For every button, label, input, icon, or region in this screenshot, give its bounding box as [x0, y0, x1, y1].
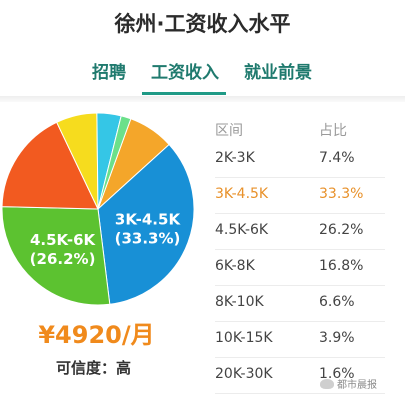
slice-range-label: 4.5K-6K	[30, 231, 97, 249]
tab-bar: 招聘 工资收入 就业前景	[0, 58, 405, 95]
table-row: 20K-30K 1.6%	[215, 358, 385, 394]
range-label: 3K-4.5K	[215, 186, 269, 202]
range-label: 10K-15K	[215, 330, 273, 346]
range-label: 2K-3K	[215, 150, 255, 166]
credibility-value: 高	[116, 359, 132, 377]
column-header-range: 区间	[215, 123, 243, 139]
tab-salary[interactable]: 工资收入	[151, 63, 219, 83]
row-divider	[215, 285, 385, 286]
share-value: 6.6%	[319, 294, 355, 310]
table-row: 10K-15K 3.9%	[215, 322, 385, 358]
row-divider	[215, 321, 385, 322]
wechat-icon	[320, 379, 334, 389]
share-value: 1.6%	[319, 366, 355, 382]
slice-percent-label: (33.3%)	[115, 229, 181, 247]
share-value: 3.9%	[319, 330, 355, 346]
pie-slice-6k-8k	[1, 121, 99, 210]
row-divider	[215, 393, 385, 394]
table-row: 6K-8K 16.8%	[215, 250, 385, 286]
share-value: 33.3%	[319, 186, 364, 202]
credibility-label: 可信度：	[56, 359, 117, 377]
row-divider	[215, 213, 385, 214]
watermark: 都市晨报	[320, 376, 377, 391]
page-title: 徐州·工资收入水平	[114, 12, 291, 36]
slice-range-label: 3K-4.5K	[115, 210, 182, 228]
range-label: 4.5K-6K	[215, 222, 269, 238]
range-label: 8K-10K	[215, 294, 264, 310]
table-row: 8K-10K 6.6%	[215, 286, 385, 322]
tab-prospects[interactable]: 就业前景	[244, 63, 312, 83]
column-header-share: 占比	[319, 123, 347, 139]
salary-pie-chart: 3K-4.5K(33.3%) 4.5K-6K(26.2%)	[1, 112, 195, 306]
credibility: 可信度：高	[56, 357, 131, 378]
table-row: 3K-4.5K 33.3%	[215, 178, 385, 214]
share-value: 16.8%	[319, 258, 364, 274]
average-salary: ¥4920/月	[38, 321, 155, 349]
table-row: 4.5K-6K 26.2%	[215, 214, 385, 250]
row-divider	[215, 357, 385, 358]
range-label: 6K-8K	[215, 258, 255, 274]
section-divider	[0, 96, 405, 102]
row-divider	[215, 249, 385, 250]
pie-slice-20k-30k	[97, 115, 132, 210]
share-value: 26.2%	[319, 222, 364, 238]
pie-slice-3k-4.5k	[97, 143, 195, 305]
slice-percent-label: (26.2%)	[30, 250, 96, 268]
pie-slice-4.5k-6k	[1, 206, 111, 306]
active-tab-indicator	[142, 92, 226, 95]
range-label: 20K-30K	[215, 366, 273, 382]
row-divider	[215, 177, 385, 178]
table-row: 2K-3K 7.4%	[215, 142, 385, 178]
watermark-text: 都市晨报	[337, 380, 377, 391]
share-value: 7.4%	[319, 150, 355, 166]
tab-recruitment[interactable]: 招聘	[92, 63, 126, 83]
